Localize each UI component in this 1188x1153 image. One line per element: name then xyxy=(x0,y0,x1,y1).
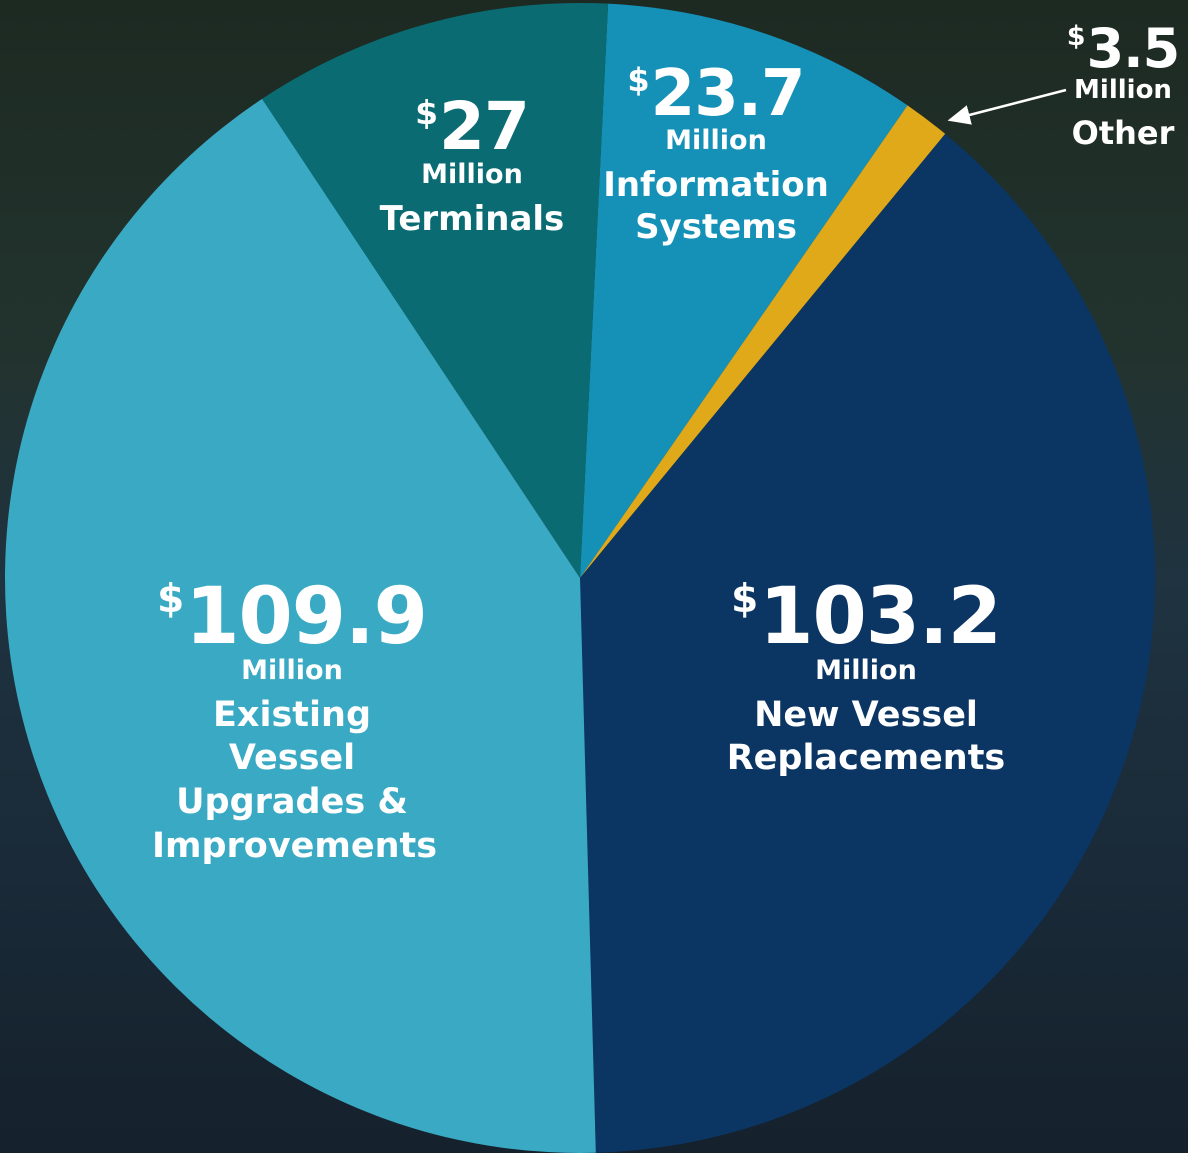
value-label: 23.7 xyxy=(650,57,806,131)
currency-symbol: $ xyxy=(157,576,184,622)
slice-label: $27 Million Terminals xyxy=(352,94,592,240)
pie-slice xyxy=(580,105,946,579)
slice-label: $23.7 Million Information Systems xyxy=(596,62,836,249)
currency-symbol: $ xyxy=(1066,21,1086,53)
value-label: 103.2 xyxy=(759,572,1002,662)
slice-label: $103.2 Million New Vessel Replacements xyxy=(726,578,1006,781)
unit-label: Million xyxy=(815,655,917,686)
pie xyxy=(5,2,1156,1153)
pie-slice xyxy=(580,133,1156,1153)
value-line: $109.9 xyxy=(152,578,432,656)
value-line: $103.2 xyxy=(726,578,1006,656)
unit-label: Million xyxy=(241,655,343,686)
slice-label: $3.5 Million Other xyxy=(1053,22,1188,153)
category-label: Terminals xyxy=(379,198,565,239)
slice-label: $109.9 Million Existing Vessel Upgrades & … xyxy=(152,578,438,869)
unit-label: Million xyxy=(1074,75,1172,105)
value-label: 3.5 xyxy=(1086,17,1181,80)
value-line: $23.7 xyxy=(596,62,836,126)
category-label: Other xyxy=(1071,113,1175,152)
pie-slice xyxy=(262,2,609,578)
category-label: Existing Vessel Upgrades & Improvements xyxy=(152,694,438,866)
category-label: New Vessel Replacements xyxy=(726,694,1006,779)
value-line: $27 xyxy=(352,94,592,160)
category-label: Information Systems xyxy=(603,164,829,248)
pie-slice xyxy=(5,98,596,1153)
value-line: $3.5 xyxy=(1053,22,1188,76)
unit-label: Million xyxy=(421,159,523,190)
pie-slice xyxy=(580,3,908,579)
currency-symbol: $ xyxy=(415,92,438,132)
value-label: 109.9 xyxy=(185,572,428,662)
currency-symbol: $ xyxy=(627,60,649,99)
value-label: 27 xyxy=(439,88,530,165)
unit-label: Million xyxy=(665,125,767,156)
currency-symbol: $ xyxy=(731,576,758,622)
callout-arrow xyxy=(947,88,1067,125)
